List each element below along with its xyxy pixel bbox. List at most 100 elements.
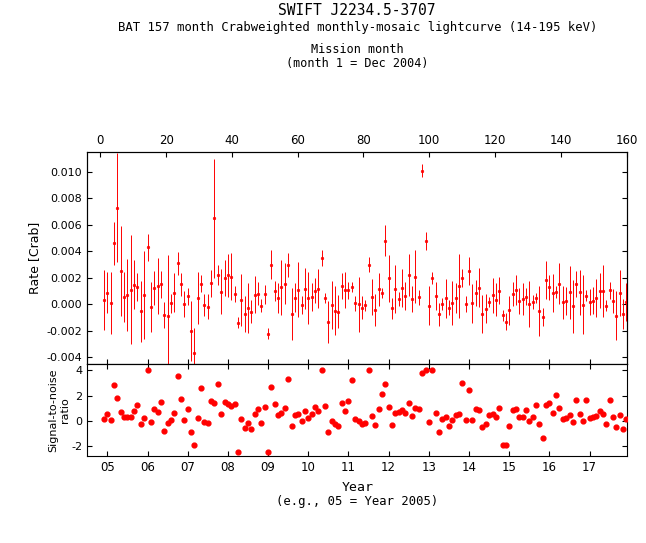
Point bbox=[105, 416, 116, 425]
Point bbox=[401, 409, 411, 418]
Point bbox=[303, 413, 313, 422]
Point bbox=[565, 411, 575, 420]
Point bbox=[380, 380, 390, 388]
Point bbox=[149, 405, 160, 413]
Point bbox=[548, 409, 558, 418]
Point bbox=[364, 366, 374, 375]
Point bbox=[397, 406, 407, 414]
Point bbox=[367, 412, 377, 420]
Point bbox=[283, 375, 293, 383]
Text: (month 1 = Dec 2004): (month 1 = Dec 2004) bbox=[286, 57, 428, 70]
Point bbox=[585, 414, 595, 422]
Point bbox=[534, 420, 545, 428]
Point bbox=[477, 423, 488, 432]
Point bbox=[102, 409, 112, 418]
Point bbox=[430, 409, 441, 418]
Point bbox=[122, 413, 132, 422]
Point bbox=[139, 414, 149, 422]
Point bbox=[286, 421, 297, 430]
Point bbox=[176, 394, 186, 403]
Point bbox=[508, 406, 518, 414]
Point bbox=[491, 413, 501, 421]
Point bbox=[598, 410, 608, 419]
Point bbox=[618, 425, 629, 433]
Point bbox=[568, 418, 578, 426]
Point bbox=[413, 405, 424, 413]
Point bbox=[464, 386, 474, 395]
Point bbox=[601, 420, 612, 428]
Point bbox=[343, 396, 353, 405]
Point bbox=[129, 406, 140, 415]
Point bbox=[457, 378, 468, 387]
Point bbox=[132, 401, 143, 410]
Point bbox=[521, 405, 531, 414]
Point bbox=[169, 409, 180, 418]
Point bbox=[407, 411, 417, 420]
Point bbox=[377, 390, 387, 399]
Point bbox=[203, 419, 213, 427]
Point bbox=[557, 415, 568, 424]
Point bbox=[470, 405, 481, 414]
Point bbox=[410, 403, 421, 412]
Point bbox=[116, 407, 126, 416]
Point bbox=[193, 413, 203, 422]
Point bbox=[487, 410, 497, 419]
Point bbox=[293, 409, 304, 418]
Point bbox=[384, 402, 394, 411]
Point bbox=[551, 390, 561, 399]
Point bbox=[236, 414, 247, 423]
Point bbox=[454, 409, 464, 418]
Text: Mission month: Mission month bbox=[311, 43, 404, 56]
Point bbox=[581, 396, 592, 405]
Point bbox=[323, 427, 333, 436]
Point bbox=[433, 427, 444, 436]
Point bbox=[484, 411, 494, 420]
Text: BAT 157 month Crabweighted monthly-mosaic lightcurve (14-195 keV): BAT 157 month Crabweighted monthly-mosai… bbox=[118, 21, 597, 34]
Point bbox=[269, 400, 280, 408]
Point bbox=[330, 420, 340, 428]
Point bbox=[162, 419, 172, 427]
Point bbox=[306, 410, 317, 419]
Point bbox=[206, 397, 216, 406]
Point bbox=[233, 448, 243, 457]
Point bbox=[229, 400, 240, 409]
Point bbox=[554, 404, 565, 413]
Point bbox=[501, 441, 511, 450]
Point bbox=[441, 412, 451, 421]
Point bbox=[186, 428, 196, 437]
Point bbox=[172, 371, 183, 380]
Point bbox=[504, 421, 514, 430]
Point bbox=[347, 375, 357, 384]
Point bbox=[320, 401, 330, 410]
Point bbox=[461, 416, 471, 425]
Point bbox=[152, 408, 163, 416]
Point bbox=[571, 396, 581, 405]
Point bbox=[524, 416, 534, 425]
Point bbox=[213, 380, 223, 389]
Point bbox=[159, 427, 169, 435]
Point bbox=[605, 396, 615, 405]
Point bbox=[273, 411, 284, 420]
Text: Year: Year bbox=[341, 481, 373, 494]
Point bbox=[511, 405, 521, 413]
Point bbox=[223, 400, 233, 408]
Point bbox=[614, 411, 625, 419]
Point bbox=[240, 424, 250, 432]
Point bbox=[424, 417, 434, 426]
Point bbox=[183, 405, 193, 413]
Point bbox=[350, 414, 360, 423]
Point bbox=[220, 398, 230, 407]
Point bbox=[136, 419, 146, 428]
Point bbox=[333, 422, 344, 431]
Point bbox=[541, 401, 551, 409]
Point bbox=[166, 415, 176, 424]
Point bbox=[497, 441, 508, 450]
Point bbox=[125, 413, 136, 422]
Point bbox=[249, 410, 260, 419]
Point bbox=[256, 419, 267, 428]
Point bbox=[611, 422, 621, 431]
Point bbox=[263, 448, 273, 457]
Point bbox=[260, 403, 270, 412]
Point bbox=[246, 425, 256, 433]
Point bbox=[417, 369, 428, 377]
